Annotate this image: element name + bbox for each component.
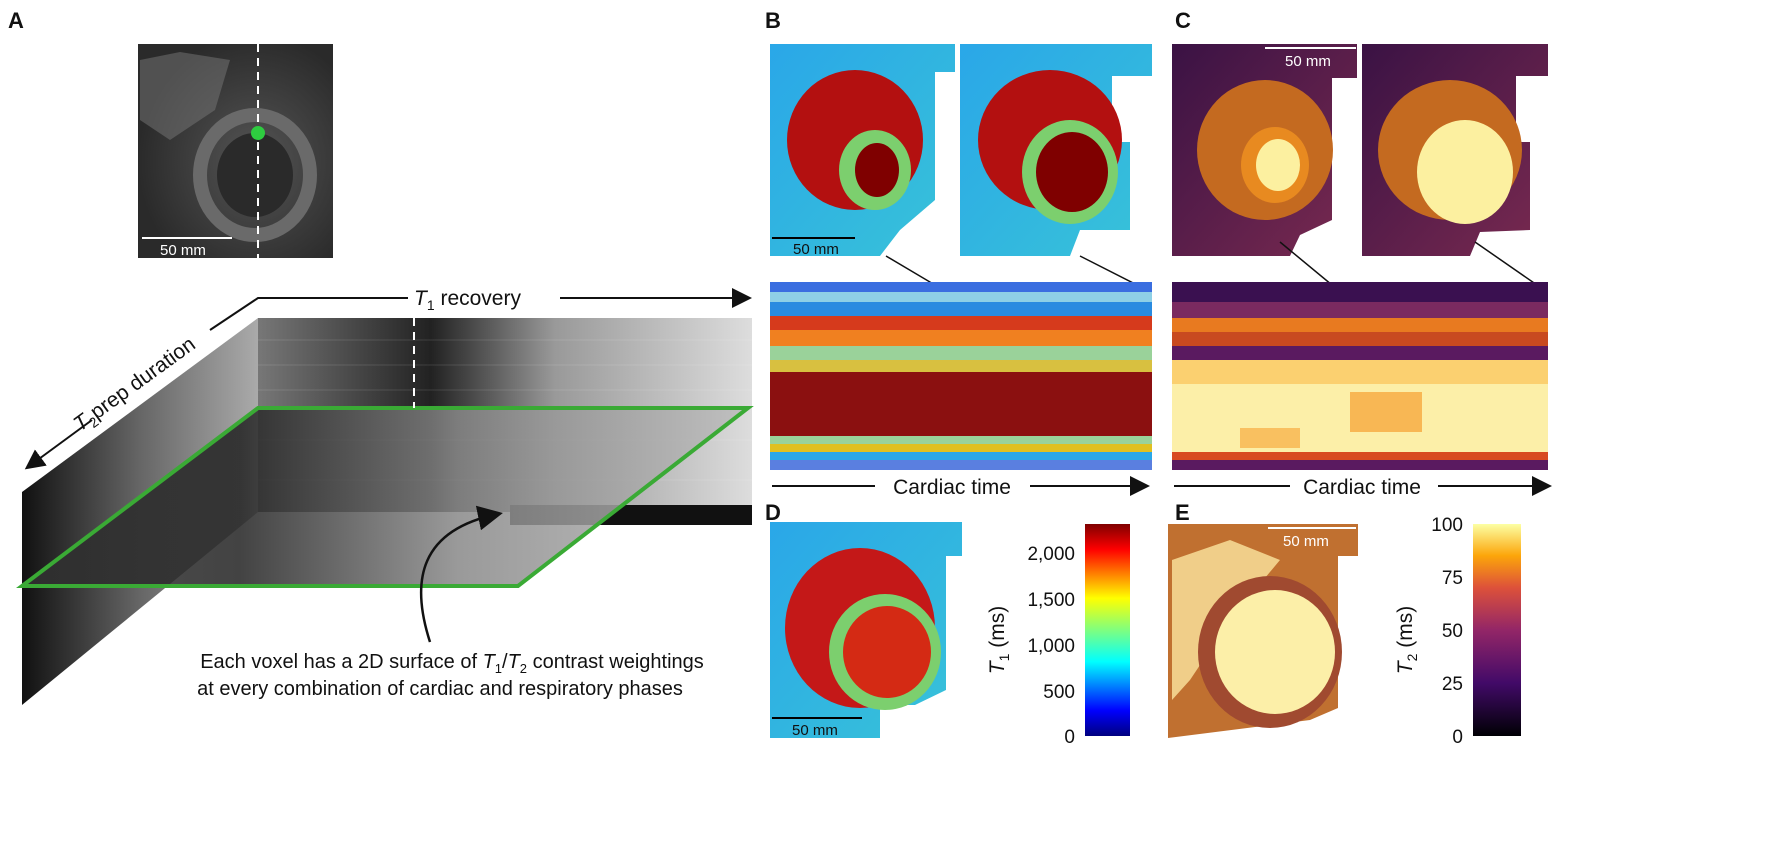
t2-tick-0: 0	[1452, 727, 1463, 748]
svg-text:T1 recovery: T1 recovery	[414, 287, 521, 313]
t1-tick-1500: 1,500	[1027, 590, 1075, 611]
panel-label-b: B	[765, 8, 781, 33]
t1-axis-rest: recovery	[435, 287, 522, 310]
t2-tick-50: 50	[1442, 621, 1463, 642]
t2-map-single: 50 mm	[1168, 524, 1358, 738]
t1-cardiac-timeseries	[770, 282, 1152, 470]
t1-map-single: 50 mm	[770, 522, 962, 739]
panel-label-c: C	[1175, 8, 1191, 33]
t1-colorbar-label: T1 (ms)	[986, 606, 1012, 674]
t2-tick-25: 25	[1442, 674, 1463, 695]
t2-tick-100: 100	[1431, 515, 1463, 536]
scale-bar-label-c: 50 mm	[1285, 53, 1331, 70]
t1-map-pair: 50 mm	[770, 44, 1152, 298]
t2-cardiac-timeseries	[1172, 282, 1548, 470]
mri-thumbnail: 50 mm	[138, 44, 333, 259]
t1-tick-2000: 2,000	[1027, 544, 1075, 565]
t1-tick-0: 0	[1064, 727, 1075, 748]
t2-colorbar: 0 25 50 75 100 T2 (ms)	[1394, 515, 1521, 748]
scale-bar-label-b: 50 mm	[793, 241, 839, 258]
voxel-caption-line1: Each voxel has a 2D surface of T1/T2 con…	[200, 651, 704, 676]
scale-bar-label-a: 50 mm	[160, 242, 206, 259]
contrast-volume	[16, 318, 754, 705]
t1-tick-1000: 1,000	[1027, 636, 1075, 657]
curved-arrow-icon	[419, 505, 503, 643]
t1-recovery-axis: T1 recovery	[209, 287, 752, 331]
cardiac-time-label-c: Cardiac time	[1303, 476, 1421, 499]
slice-plane	[16, 406, 754, 588]
t1-colorbar: 0 500 1,000 1,500 2,000 T1 (ms)	[986, 524, 1130, 748]
t2-colorbar-label: T2 (ms)	[1394, 606, 1420, 674]
panel-label-d: D	[765, 500, 781, 525]
t1-axis-sub: 1	[427, 297, 435, 313]
t1-tick-500: 500	[1043, 682, 1075, 703]
scale-bar-label-d: 50 mm	[792, 722, 838, 739]
t2-map-pair: 50 mm	[1172, 44, 1548, 298]
panel-label-e: E	[1175, 500, 1190, 525]
t1-axis-t: T	[414, 287, 429, 310]
voxel-caption-line2: at every combination of cardiac and resp…	[197, 678, 683, 700]
panel-label-a: A	[8, 8, 24, 33]
t2-tick-75: 75	[1442, 568, 1463, 589]
cardiac-time-label-b: Cardiac time	[893, 476, 1011, 499]
voxel-marker-icon	[251, 126, 265, 140]
scale-bar-label-e: 50 mm	[1283, 533, 1329, 550]
